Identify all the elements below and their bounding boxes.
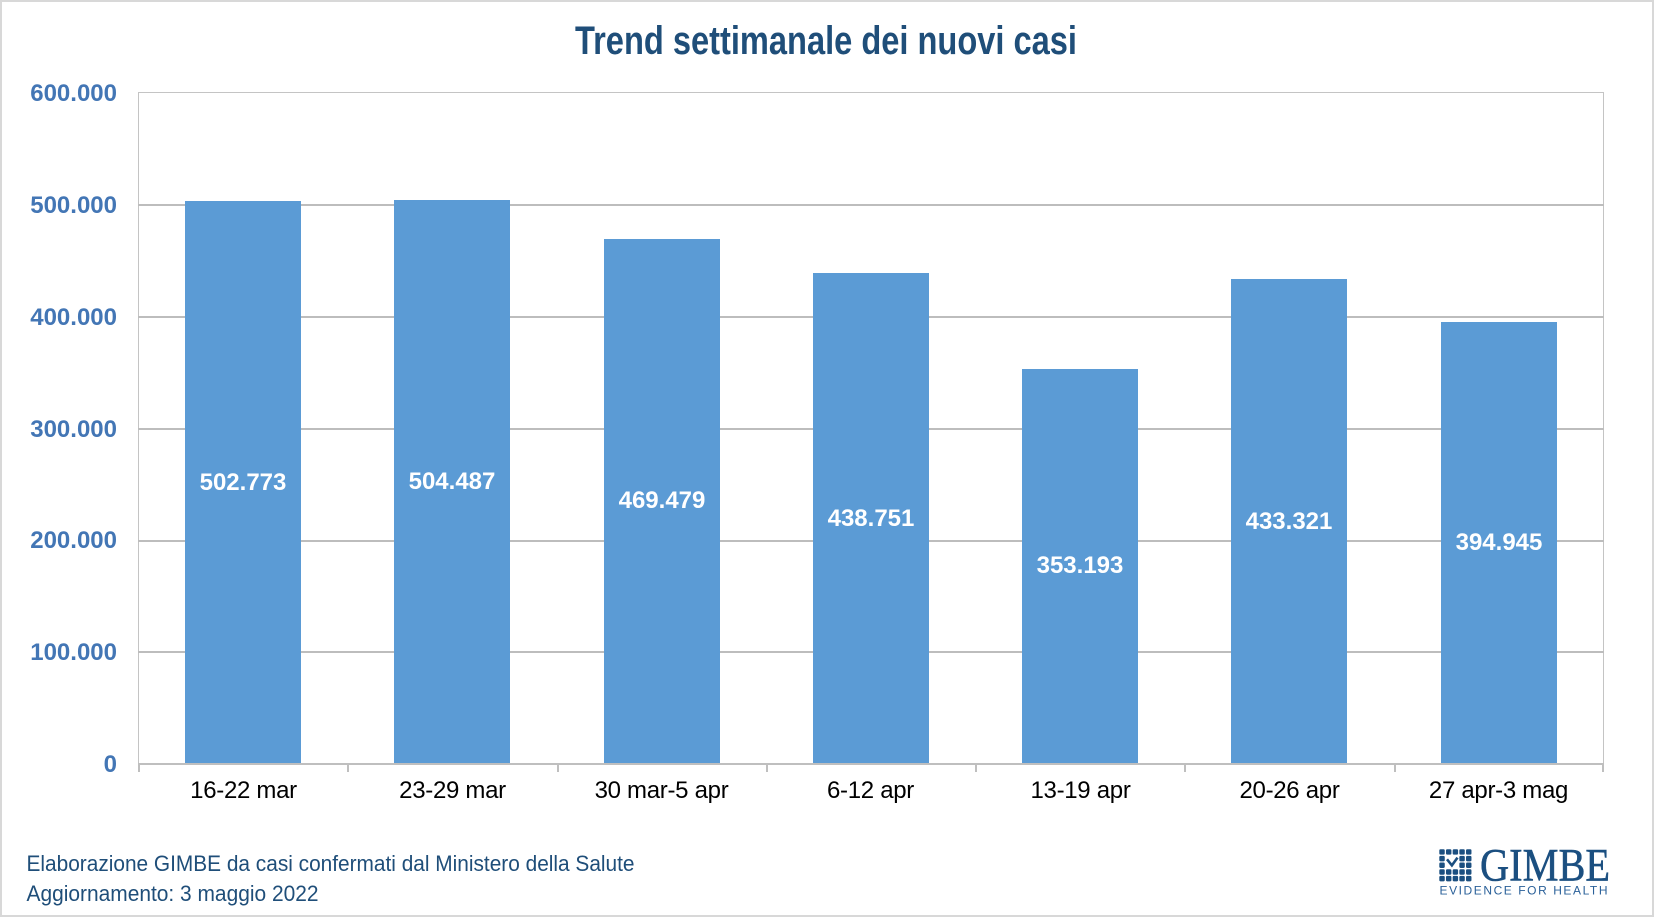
svg-text:EVIDENCE FOR HEALTH: EVIDENCE FOR HEALTH	[1440, 884, 1608, 898]
svg-text:GIMBE: GIMBE	[1480, 841, 1610, 892]
svg-text:Elaborazione GIMBE da casi con: Elaborazione GIMBE da casi confermati da…	[27, 851, 635, 876]
svg-text:Aggiornamento: 3 maggio 2022: Aggiornamento: 3 maggio 2022	[27, 881, 319, 906]
svg-text:Trend settimanale dei nuovi ca: Trend settimanale dei nuovi casi	[575, 19, 1077, 63]
